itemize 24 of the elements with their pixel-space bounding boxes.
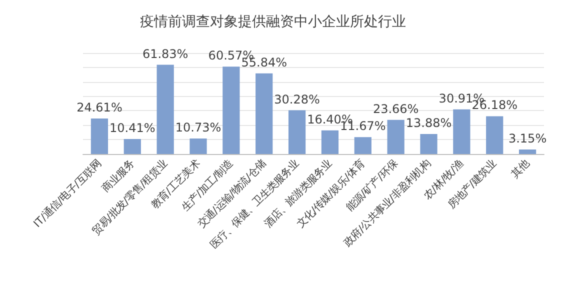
bar	[321, 130, 339, 154]
bar	[222, 66, 240, 154]
bar	[453, 109, 470, 154]
data-label: 24.61%	[76, 100, 122, 114]
data-label: 23.66%	[372, 102, 419, 116]
bar	[486, 116, 504, 154]
bar	[288, 110, 306, 154]
data-label: 30.28%	[274, 92, 320, 106]
data-label: 10.41%	[110, 120, 156, 135]
bar	[518, 149, 536, 154]
bar	[124, 138, 141, 154]
bar	[256, 73, 273, 154]
chart-title: 疫情前调查对象提供融资中小企业所处行业	[140, 14, 406, 30]
bar	[90, 118, 108, 154]
bar	[354, 137, 372, 154]
data-label: 3.15%	[508, 131, 547, 146]
bar	[387, 120, 404, 154]
bar	[156, 64, 174, 154]
bar	[190, 138, 207, 154]
bar	[420, 134, 438, 154]
data-label: 10.73%	[175, 120, 222, 135]
data-label: 61.83%	[142, 46, 188, 61]
data-label: 13.88%	[406, 116, 452, 130]
x-tick-label: 其他	[509, 158, 532, 180]
